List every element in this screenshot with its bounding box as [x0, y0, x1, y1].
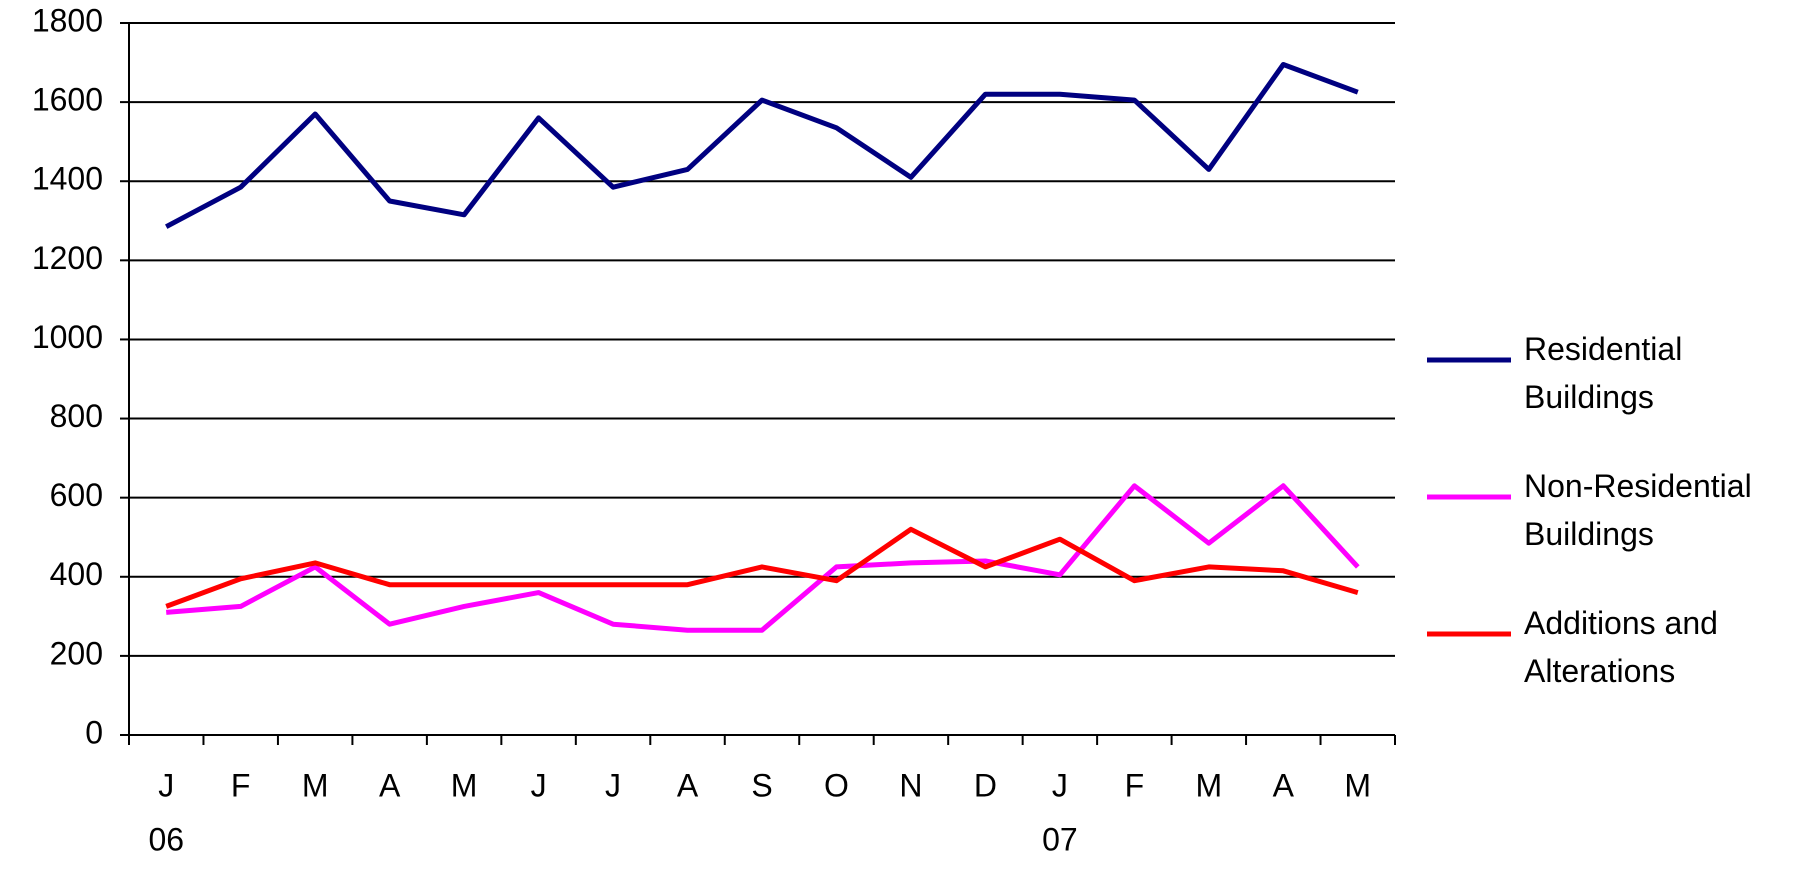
series-line	[165, 62, 1359, 229]
x-tick-label: A	[379, 767, 401, 803]
y-tick-label: 0	[85, 714, 103, 750]
series-line	[165, 526, 1359, 609]
x-tick-label: M	[302, 767, 329, 803]
y-tick-label: 600	[50, 477, 103, 513]
y-tick-label: 1600	[32, 82, 103, 118]
x-tick-label: F	[231, 767, 251, 803]
x-tick-label: N	[899, 767, 922, 803]
y-tick-label: 1400	[32, 161, 103, 197]
legend-label: Residential Buildings	[1524, 331, 1691, 415]
series-line	[165, 483, 1360, 633]
y-tick-label: 1800	[32, 2, 103, 38]
y-tick-label: 800	[50, 398, 103, 434]
legend-label: Non-Residential Buildings	[1524, 468, 1761, 552]
x-tick-label: J	[531, 767, 547, 803]
x-year-label: 06	[148, 821, 184, 857]
x-tick-label: S	[751, 767, 772, 803]
x-tick-label: M	[451, 767, 478, 803]
x-tick-label: F	[1125, 767, 1145, 803]
x-tick-label: J	[605, 767, 621, 803]
y-tick-label: 400	[50, 556, 103, 592]
x-tick-label: M	[1344, 767, 1371, 803]
x-tick-label: A	[1273, 767, 1295, 803]
y-tick-label: 1000	[32, 319, 103, 355]
x-tick-label: A	[677, 767, 699, 803]
x-tick-label: J	[1052, 767, 1068, 803]
x-tick-label: O	[824, 767, 849, 803]
y-tick-label: 200	[50, 635, 103, 671]
y-tick-label: 1200	[32, 240, 103, 276]
x-tick-label: D	[974, 767, 997, 803]
x-tick-label: J	[158, 767, 174, 803]
x-tick-label: M	[1195, 767, 1222, 803]
x-year-label: 07	[1042, 821, 1078, 857]
legend-label: Additions and Alterations	[1524, 605, 1727, 689]
